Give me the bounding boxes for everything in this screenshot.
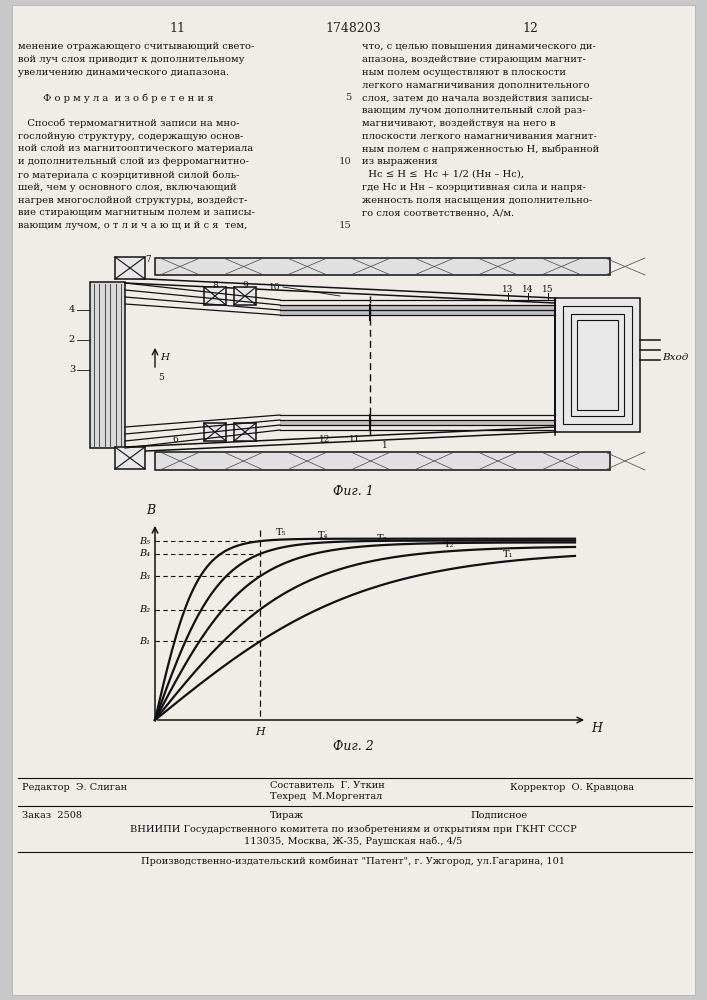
Text: го слоя соответственно, А/м.: го слоя соответственно, А/м. xyxy=(362,208,514,217)
Text: 15: 15 xyxy=(542,286,554,294)
Text: Редактор  Э. Слиган: Редактор Э. Слиган xyxy=(22,783,127,792)
Bar xyxy=(234,423,256,441)
Text: где Hc и Hн – коэрцитивная сила и напря-: где Hc и Hн – коэрцитивная сила и напря- xyxy=(362,183,586,192)
Bar xyxy=(563,306,632,424)
Text: H: H xyxy=(591,722,602,735)
Text: ным полем с напряженностью Н, выбранной: ным полем с напряженностью Н, выбранной xyxy=(362,144,600,154)
Text: B₁: B₁ xyxy=(139,637,150,646)
Text: Hc ≤ H ≤  Hc + 1/2 (Hн – Hc),: Hc ≤ H ≤ Hc + 1/2 (Hн – Hc), xyxy=(362,170,524,179)
Text: B: B xyxy=(146,504,156,517)
Text: T₂: T₂ xyxy=(443,540,454,549)
Text: шей, чем у основного слоя, включающий: шей, чем у основного слоя, включающий xyxy=(18,183,237,192)
Text: 1: 1 xyxy=(382,440,388,450)
Text: B₄: B₄ xyxy=(139,549,150,558)
Text: из выражения: из выражения xyxy=(362,157,438,166)
Text: вой луч слоя приводит к дополнительному: вой луч слоя приводит к дополнительному xyxy=(18,55,245,64)
Text: 5: 5 xyxy=(346,93,352,102)
Text: Корректор  О. Кравцова: Корректор О. Кравцова xyxy=(510,783,634,792)
Polygon shape xyxy=(155,452,610,470)
Bar xyxy=(90,282,125,448)
Text: 11: 11 xyxy=(169,22,185,35)
Text: ным полем осуществляют в плоскости: ным полем осуществляют в плоскости xyxy=(362,68,566,77)
Text: Производственно-издательский комбинат "Патент", г. Ужгород, ул.Гагарина, 101: Производственно-издательский комбинат "П… xyxy=(141,856,565,865)
Text: 6: 6 xyxy=(172,436,178,444)
Text: 9: 9 xyxy=(242,282,248,290)
Text: гослойную структуру, содержащую основ-: гослойную структуру, содержащую основ- xyxy=(18,132,243,141)
Text: 4: 4 xyxy=(69,306,75,314)
Bar xyxy=(204,423,226,441)
Text: Способ термомагнитной записи на мно-: Способ термомагнитной записи на мно- xyxy=(18,119,240,128)
Text: легкого намагничивания дополнительного: легкого намагничивания дополнительного xyxy=(362,80,590,89)
Text: 5: 5 xyxy=(158,373,164,382)
Text: ной слой из магнитооптического материала: ной слой из магнитооптического материала xyxy=(18,144,253,153)
Bar xyxy=(280,420,555,425)
Text: Тираж: Тираж xyxy=(270,811,304,820)
Text: вающим лучом, о т л и ч а ю щ и й с я  тем,: вающим лучом, о т л и ч а ю щ и й с я те… xyxy=(18,221,247,230)
Text: женность поля насыщения дополнительно-: женность поля насыщения дополнительно- xyxy=(362,196,592,205)
Text: H: H xyxy=(160,354,169,362)
Text: апазона, воздействие стирающим магнит-: апазона, воздействие стирающим магнит- xyxy=(362,55,586,64)
Text: 12: 12 xyxy=(320,436,331,444)
Text: T₁: T₁ xyxy=(503,550,513,559)
Text: Подписное: Подписное xyxy=(470,811,527,820)
Text: увеличению динамического диапазона.: увеличению динамического диапазона. xyxy=(18,68,229,77)
Text: го материала с коэрцитивной силой боль-: го материала с коэрцитивной силой боль- xyxy=(18,170,240,180)
Text: B₅: B₅ xyxy=(139,537,150,546)
Text: менение отражающего считывающий свето-: менение отражающего считывающий свето- xyxy=(18,42,255,51)
Text: 10: 10 xyxy=(339,157,352,166)
Text: 14: 14 xyxy=(522,286,534,294)
Text: B₃: B₃ xyxy=(139,572,150,581)
Text: вие стирающим магнитным полем и записы-: вие стирающим магнитным полем и записы- xyxy=(18,208,255,217)
Text: Заказ  2508: Заказ 2508 xyxy=(22,811,82,820)
Text: H: H xyxy=(255,727,265,737)
Text: Вход: Вход xyxy=(662,354,689,362)
Text: Ф о р м у л а  и з о б р е т е н и я: Ф о р м у л а и з о б р е т е н и я xyxy=(18,93,214,103)
Text: 10: 10 xyxy=(269,282,281,292)
Text: 113035, Москва, Ж-35, Раушская наб., 4/5: 113035, Москва, Ж-35, Раушская наб., 4/5 xyxy=(244,837,462,846)
Bar xyxy=(571,314,624,416)
Text: 8: 8 xyxy=(212,282,218,290)
Text: плоскости легкого намагничивания магнит-: плоскости легкого намагничивания магнит- xyxy=(362,132,597,141)
Text: слоя, затем до начала воздействия записы-: слоя, затем до начала воздействия записы… xyxy=(362,93,592,102)
Text: Техред  М.Моргентал: Техред М.Моргентал xyxy=(270,792,382,801)
Bar xyxy=(204,287,226,305)
Text: вающим лучом дополнительный слой раз-: вающим лучом дополнительный слой раз- xyxy=(362,106,585,115)
Bar xyxy=(577,320,618,410)
Text: 7: 7 xyxy=(145,255,151,264)
Bar xyxy=(115,447,145,469)
Text: 2: 2 xyxy=(69,336,75,344)
Text: ВНИИПИ Государственного комитета по изобретениям и открытиям при ГКНТ СССР: ВНИИПИ Государственного комитета по изоб… xyxy=(129,825,576,834)
Text: 11: 11 xyxy=(349,436,361,444)
Text: 3: 3 xyxy=(69,365,75,374)
Bar xyxy=(234,287,256,305)
Text: нагрев многослойной структуры, воздейст-: нагрев многослойной структуры, воздейст- xyxy=(18,196,247,205)
Text: что, с целью повышения динамического ди-: что, с целью повышения динамического ди- xyxy=(362,42,596,51)
Bar xyxy=(280,305,555,315)
Text: B₂: B₂ xyxy=(139,605,150,614)
Bar xyxy=(555,298,640,432)
Bar xyxy=(115,257,145,279)
Text: 15: 15 xyxy=(339,221,352,230)
Text: Составитель  Г. Уткин: Составитель Г. Уткин xyxy=(270,781,385,790)
Text: T₄: T₄ xyxy=(317,531,328,540)
Text: 1748203: 1748203 xyxy=(325,22,381,35)
Text: T₃: T₃ xyxy=(376,534,387,543)
Text: Фиг. 1: Фиг. 1 xyxy=(332,485,373,498)
Text: магничивают, воздействуя на него в: магничивают, воздействуя на него в xyxy=(362,119,556,128)
Polygon shape xyxy=(155,258,610,275)
Text: и дополнительный слой из ферромагнитно-: и дополнительный слой из ферромагнитно- xyxy=(18,157,249,166)
Text: 13: 13 xyxy=(502,286,514,294)
Text: Фиг. 2: Фиг. 2 xyxy=(332,740,373,753)
Text: 12: 12 xyxy=(522,22,538,35)
Text: T₅: T₅ xyxy=(276,528,286,537)
